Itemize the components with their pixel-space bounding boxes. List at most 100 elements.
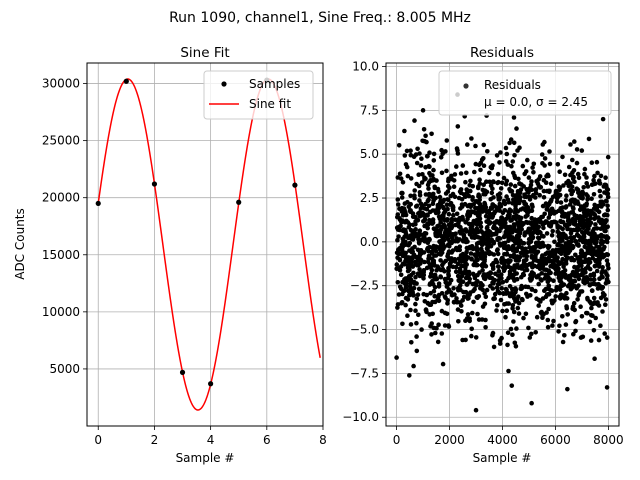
residual-point	[478, 224, 484, 230]
residual-point	[423, 307, 429, 313]
residual-point	[446, 273, 452, 279]
residual-point	[481, 142, 487, 148]
residual-point	[403, 231, 409, 237]
residual-point	[468, 178, 473, 184]
sine-fit-x-tick-label: 0	[94, 433, 102, 447]
residual-point	[512, 175, 518, 181]
residual-point	[395, 280, 401, 285]
residual-point	[414, 320, 419, 326]
residual-point	[400, 279, 405, 285]
residual-point	[563, 205, 568, 210]
residual-point	[529, 331, 534, 337]
residual-point	[432, 184, 438, 190]
residual-point	[492, 277, 497, 283]
residual-point	[461, 232, 467, 238]
residual-point	[458, 303, 464, 308]
residual-point	[435, 205, 441, 210]
residual-point	[571, 331, 576, 337]
residual-point	[482, 301, 488, 307]
residual-point	[429, 332, 434, 337]
sine-fit-ylabel: ADC Counts	[13, 208, 27, 280]
residual-point	[597, 181, 603, 186]
residual-point	[492, 291, 498, 297]
residual-point	[499, 215, 505, 220]
sine-fit-y-tick-label: 30000	[42, 77, 80, 91]
residual-point	[519, 182, 524, 187]
residual-point	[407, 287, 413, 293]
residual-point	[436, 284, 442, 289]
residual-point	[570, 188, 576, 194]
residual-point	[456, 319, 461, 324]
residual-point	[595, 170, 600, 176]
residual-point	[595, 253, 601, 258]
residual-point	[563, 272, 568, 278]
residual-point	[526, 226, 532, 232]
residual-point	[563, 261, 569, 266]
residual-point	[510, 303, 516, 308]
residual-point	[523, 311, 529, 317]
residual-point	[547, 189, 552, 195]
residual-point	[546, 201, 552, 207]
residual-point	[584, 192, 589, 197]
residual-point	[394, 355, 399, 360]
residual-point	[506, 259, 512, 265]
residual-point	[433, 210, 439, 216]
residual-point	[423, 133, 428, 139]
residual-point	[591, 328, 597, 333]
residual-point	[452, 172, 458, 177]
residual-point	[587, 232, 593, 237]
residual-point	[563, 198, 569, 203]
residual-point	[483, 317, 488, 323]
residual-point	[469, 326, 475, 332]
residual-point	[589, 313, 594, 318]
residual-point	[605, 207, 611, 213]
residual-point	[500, 308, 505, 314]
residual-point	[497, 341, 503, 346]
residual-point	[400, 321, 405, 327]
residual-point	[421, 219, 426, 224]
residual-point	[605, 191, 611, 197]
residual-point	[463, 265, 468, 270]
residual-point	[404, 148, 410, 154]
residual-point	[510, 248, 516, 253]
residual-point	[400, 207, 406, 212]
residual-point	[439, 147, 444, 153]
residual-point	[427, 217, 432, 223]
residual-point	[562, 172, 568, 178]
residual-point	[491, 179, 496, 184]
residual-point	[459, 228, 465, 233]
figure-suptitle: Run 1090, channel1, Sine Freq.: 8.005 MH…	[169, 10, 471, 26]
residual-point	[603, 198, 609, 204]
residual-point	[584, 275, 589, 280]
residual-point	[395, 202, 401, 207]
residual-point	[440, 204, 446, 210]
residual-point	[499, 286, 505, 291]
residual-point	[557, 233, 563, 239]
residual-point	[474, 199, 479, 204]
residual-point	[397, 245, 403, 251]
residual-point	[511, 309, 517, 315]
residual-point	[487, 275, 493, 281]
residual-point	[586, 136, 592, 142]
residual-point	[433, 231, 438, 237]
residual-point	[419, 156, 424, 161]
residual-point	[483, 190, 489, 195]
residual-point	[553, 267, 559, 272]
residual-point	[575, 187, 581, 193]
residual-point	[471, 234, 477, 239]
residual-point	[571, 278, 576, 284]
residuals-panel: Residuals 0 2000 4000 6000 8000 −10.0 −7.5 −5.…	[342, 45, 623, 465]
residual-point	[431, 151, 437, 157]
residual-point	[414, 348, 420, 354]
sine-fit-xlabel: Sample #	[176, 451, 235, 465]
residual-point	[477, 177, 482, 182]
residual-point	[429, 131, 434, 137]
residual-point	[408, 193, 413, 199]
residual-point	[419, 180, 425, 185]
legend-residuals-marker	[463, 83, 469, 89]
residual-point	[570, 157, 575, 163]
residuals-x-tick-label: 0	[393, 433, 401, 447]
residual-point	[591, 226, 597, 232]
residual-point	[520, 271, 526, 277]
